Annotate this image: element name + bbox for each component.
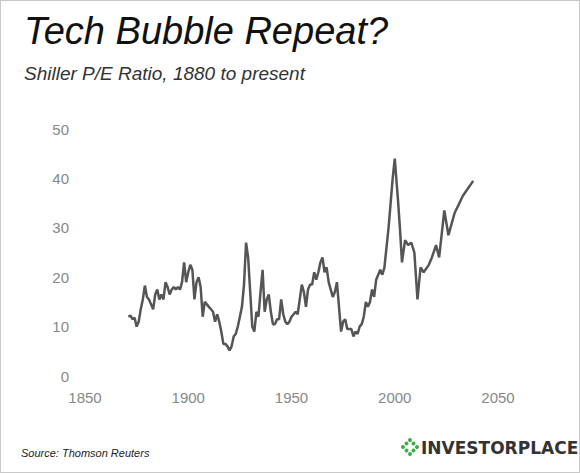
svg-text:1900: 1900 [172, 389, 205, 406]
svg-text:20: 20 [52, 269, 69, 286]
svg-text:1850: 1850 [68, 389, 101, 406]
svg-text:50: 50 [52, 121, 69, 138]
svg-text:Tech Bubble Repeat?: Tech Bubble Repeat? [24, 10, 389, 52]
svg-text:2000: 2000 [378, 389, 411, 406]
svg-text:INVESTORPLACE: INVESTORPLACE [421, 438, 578, 458]
svg-text:Source: Thomson Reuters: Source: Thomson Reuters [21, 447, 150, 459]
svg-text:1950: 1950 [275, 389, 308, 406]
svg-text:40: 40 [52, 170, 69, 187]
svg-text:2050: 2050 [481, 389, 514, 406]
svg-text:0: 0 [61, 368, 69, 385]
svg-text:30: 30 [52, 219, 69, 236]
svg-text:Shiller P/E Ratio, 1880 to pre: Shiller P/E Ratio, 1880 to present [24, 63, 306, 84]
svg-text:10: 10 [52, 318, 69, 335]
